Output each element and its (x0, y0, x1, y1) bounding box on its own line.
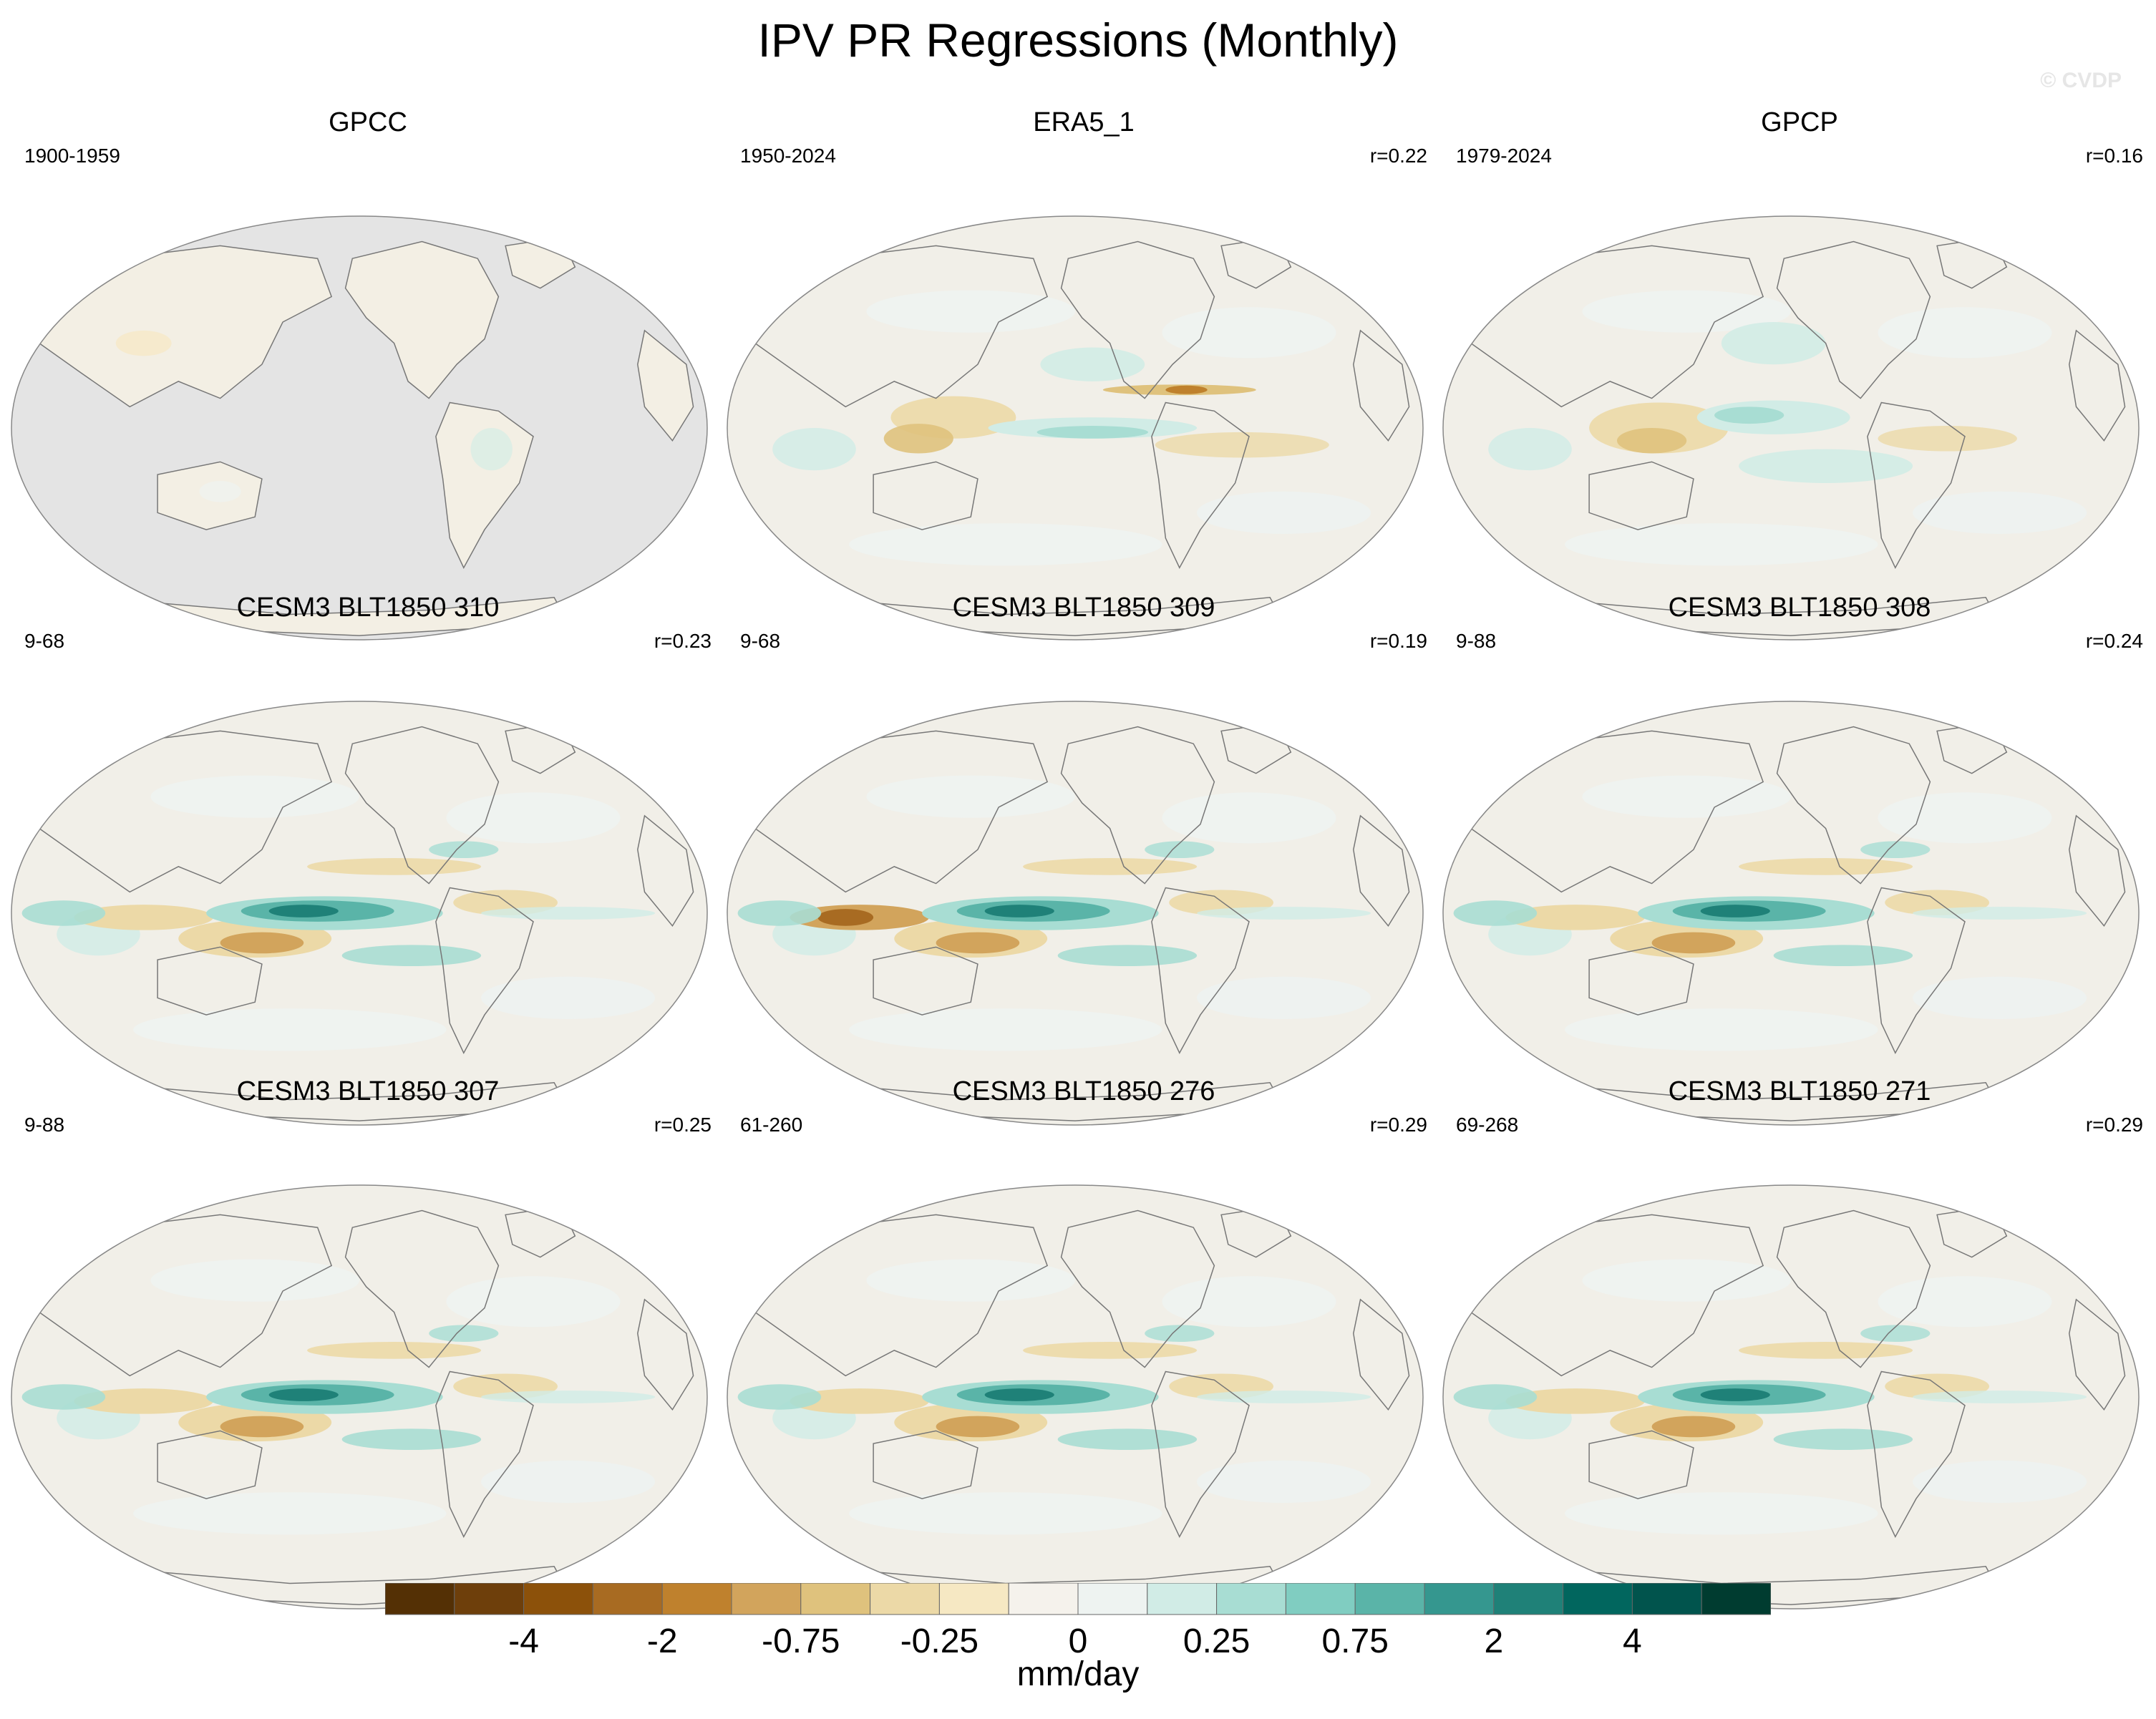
map-border (1442, 701, 2140, 1126)
panel-correlation: r=0.24 (2085, 630, 2143, 652)
panel-title: GPCC (329, 107, 407, 137)
colorbar-swatch (1147, 1583, 1218, 1615)
world-map (1442, 1184, 2140, 1610)
map-field (1443, 701, 2139, 1125)
world-map (11, 215, 708, 641)
map-panel: GPCP 1979-2024 r=0.16 (1442, 107, 2156, 641)
panel-year-range: 61-260 (740, 1114, 803, 1136)
map-border (11, 1184, 708, 1610)
panel-title: CESM3 BLT1850 308 (1668, 593, 1931, 623)
panel-year-range: 9-68 (740, 630, 781, 652)
colorbar-tick-label: -0.75 (762, 1622, 840, 1660)
world-map (727, 1184, 1424, 1610)
colorbar-tick-label: 2 (1484, 1622, 1504, 1660)
colorbar-swatch (870, 1583, 940, 1615)
map-field (727, 701, 1423, 1125)
panel-year-range: 1979-2024 (1456, 145, 1552, 167)
colorbar-swatch (938, 1583, 1009, 1615)
map-border (1442, 1184, 2140, 1610)
panel-title: GPCP (1761, 107, 1838, 137)
map-border (727, 701, 1424, 1126)
map-field (727, 216, 1423, 640)
map-panel: CESM3 BLT1850 276 61-260 r=0.29 (726, 1076, 1442, 1610)
panel-correlation: r=0.29 (1369, 1114, 1427, 1136)
colorbar-swatch (1216, 1583, 1286, 1615)
panel-year-range: 9-88 (24, 1114, 65, 1136)
world-map (1442, 215, 2140, 641)
colorbar-swatch (385, 1583, 455, 1615)
colorbar-swatch (1631, 1583, 1702, 1615)
map-panel: CESM3 BLT1850 307 9-88 r=0.25 (10, 1076, 726, 1610)
map-panel: CESM3 BLT1850 310 9-68 r=0.23 (10, 593, 726, 1126)
colorbar-swatch (523, 1583, 593, 1615)
colorbar-tick-label: 4 (1623, 1622, 1642, 1660)
colorbar-swatch (731, 1583, 802, 1615)
map-field (11, 701, 707, 1125)
colorbar-swatch (592, 1583, 663, 1615)
panel-title: CESM3 BLT1850 276 (952, 1076, 1215, 1106)
colorbar-swatch (454, 1583, 525, 1615)
panel-year-range: 1950-2024 (740, 145, 836, 167)
colorbar-tick-label: -2 (646, 1622, 678, 1660)
colorbar-swatch (1493, 1583, 1564, 1615)
colorbar-tick-label: -0.25 (900, 1622, 979, 1660)
map-border (11, 215, 708, 641)
world-map (727, 701, 1424, 1126)
world-map (11, 1184, 708, 1610)
colorbar-swatch (1008, 1583, 1079, 1615)
panel-title: CESM3 BLT1850 271 (1668, 1076, 1931, 1106)
colorbar-swatch (1701, 1583, 1771, 1615)
map-field (11, 216, 707, 640)
map-border (727, 215, 1424, 641)
panel-title: CESM3 BLT1850 309 (952, 593, 1215, 623)
map-border (1442, 215, 2140, 641)
panel-year-range: 9-68 (24, 630, 65, 652)
colorbar-swatch (1424, 1583, 1495, 1615)
colorbar-swatch (1563, 1583, 1633, 1615)
colorbar-tick-label: 0.75 (1321, 1622, 1389, 1660)
colorbar-tick-label: 0.25 (1183, 1622, 1251, 1660)
colorbar (385, 1583, 1771, 1615)
figure-title: IPV PR Regressions (Monthly) (757, 14, 1399, 67)
panel-title: CESM3 BLT1850 307 (236, 1076, 500, 1106)
map-field (1443, 1185, 2139, 1609)
panel-correlation: r=0.29 (2085, 1114, 2143, 1136)
panel-correlation: r=0.16 (2085, 145, 2143, 167)
colorbar-tick-label: 0 (1068, 1622, 1088, 1660)
map-border (11, 701, 708, 1126)
panel-correlation: r=0.22 (1369, 145, 1427, 167)
panel-title: ERA5_1 (1033, 107, 1135, 137)
map-panel: CESM3 BLT1850 271 69-268 r=0.29 (1442, 1076, 2156, 1610)
world-map (11, 701, 708, 1126)
map-panel: GPCC 1900-1959 (10, 107, 726, 641)
panel-year-range: 1900-1959 (24, 145, 120, 167)
map-panel: ERA5_1 1950-2024 r=0.22 (726, 107, 1442, 641)
map-field (11, 1185, 707, 1609)
panel-year-range: 69-268 (1456, 1114, 1519, 1136)
colorbar-unit-label: mm/day (1016, 1655, 1140, 1693)
colorbar-swatch (1077, 1583, 1148, 1615)
colorbar-swatch (1354, 1583, 1425, 1615)
map-panel: CESM3 BLT1850 309 9-68 r=0.19 (726, 593, 1442, 1126)
panel-correlation: r=0.19 (1369, 630, 1427, 652)
colorbar-swatch (800, 1583, 871, 1615)
colorbar-swatch (661, 1583, 732, 1615)
panel-title: CESM3 BLT1850 310 (236, 593, 500, 623)
panel-correlation: r=0.25 (654, 1114, 712, 1136)
colorbar-tick-label: -4 (508, 1622, 539, 1660)
world-map (727, 215, 1424, 641)
map-field (1443, 216, 2139, 640)
colorbar-swatch (1285, 1583, 1356, 1615)
world-map (1442, 701, 2140, 1126)
map-panel: CESM3 BLT1850 308 9-88 r=0.24 (1442, 593, 2156, 1126)
panel-correlation: r=0.23 (654, 630, 712, 652)
map-field (727, 1185, 1423, 1609)
panel-year-range: 9-88 (1456, 630, 1497, 652)
cvdp-watermark: © CVDP (2040, 69, 2122, 92)
